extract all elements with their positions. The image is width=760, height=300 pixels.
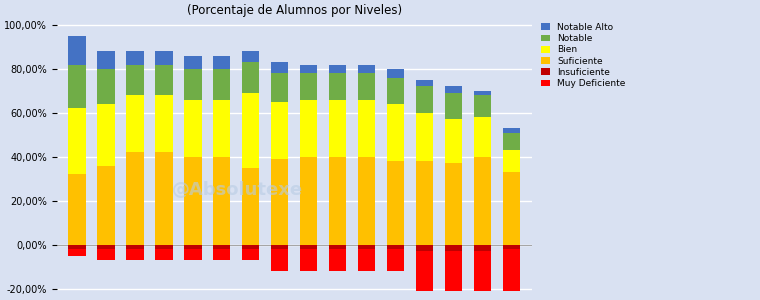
Bar — [155, 64, 173, 95]
Bar — [271, 62, 288, 73]
Bar — [126, 152, 144, 245]
Bar — [300, 245, 318, 249]
Bar — [126, 249, 144, 260]
Bar — [155, 245, 173, 249]
Bar — [502, 128, 520, 133]
Bar — [126, 51, 144, 64]
Bar — [329, 64, 347, 73]
Bar — [271, 102, 288, 159]
Bar — [68, 174, 86, 245]
Bar — [473, 117, 491, 157]
Bar — [358, 249, 375, 271]
Bar — [68, 36, 86, 64]
Bar — [300, 100, 318, 157]
Bar — [213, 245, 230, 249]
Bar — [184, 100, 201, 157]
Bar — [97, 104, 115, 166]
Bar — [502, 133, 520, 150]
Bar — [329, 249, 347, 271]
Bar — [68, 249, 86, 256]
Bar — [502, 245, 520, 249]
Bar — [155, 95, 173, 152]
Bar — [300, 249, 318, 271]
Bar — [416, 86, 433, 113]
Bar — [271, 73, 288, 102]
Legend: Notable Alto, Notable, Bien, Suficiente, Insuficiente, Muy Deficiente: Notable Alto, Notable, Bien, Suficiente,… — [541, 23, 625, 88]
Bar — [329, 245, 347, 249]
Bar — [358, 100, 375, 157]
Bar — [300, 64, 318, 73]
Bar — [329, 157, 347, 245]
Bar — [213, 249, 230, 260]
Bar — [242, 245, 259, 249]
Bar — [242, 168, 259, 245]
Bar — [126, 95, 144, 152]
Text: @Absolutexe: @Absolutexe — [172, 181, 302, 199]
Bar — [445, 251, 462, 291]
Bar — [502, 150, 520, 172]
Bar — [445, 93, 462, 119]
Bar — [68, 64, 86, 109]
Bar — [155, 152, 173, 245]
Bar — [473, 245, 491, 251]
Bar — [213, 100, 230, 157]
Bar — [271, 245, 288, 249]
Bar — [358, 73, 375, 100]
Bar — [184, 249, 201, 260]
Bar — [387, 69, 404, 78]
Bar — [358, 157, 375, 245]
Bar — [329, 73, 347, 100]
Bar — [445, 245, 462, 251]
Bar — [126, 245, 144, 249]
Bar — [387, 78, 404, 104]
Bar — [416, 80, 433, 86]
Bar — [184, 157, 201, 245]
Bar — [445, 164, 462, 245]
Bar — [329, 100, 347, 157]
Bar — [97, 51, 115, 69]
Bar — [155, 249, 173, 260]
Bar — [184, 69, 201, 100]
Bar — [445, 119, 462, 164]
Bar — [68, 245, 86, 249]
Bar — [473, 91, 491, 95]
Bar — [473, 95, 491, 117]
Bar — [358, 245, 375, 249]
Bar — [387, 245, 404, 249]
Bar — [68, 109, 86, 174]
Bar — [387, 161, 404, 245]
Bar — [97, 245, 115, 249]
Bar — [97, 166, 115, 245]
Bar — [473, 157, 491, 245]
Bar — [416, 113, 433, 161]
Bar — [242, 249, 259, 260]
Bar — [184, 245, 201, 249]
Title: (Porcentaje de Alumnos por Niveles): (Porcentaje de Alumnos por Niveles) — [187, 4, 402, 17]
Bar — [445, 86, 462, 93]
Bar — [473, 251, 491, 291]
Bar — [387, 249, 404, 271]
Bar — [416, 245, 433, 251]
Bar — [271, 249, 288, 271]
Bar — [97, 69, 115, 104]
Bar — [242, 51, 259, 62]
Bar — [97, 249, 115, 260]
Bar — [213, 69, 230, 100]
Bar — [271, 159, 288, 245]
Bar — [213, 56, 230, 69]
Bar — [126, 64, 144, 95]
Bar — [358, 64, 375, 73]
Bar — [242, 93, 259, 168]
Bar — [155, 51, 173, 64]
Bar — [416, 161, 433, 245]
Bar — [300, 157, 318, 245]
Bar — [300, 73, 318, 100]
Bar — [213, 157, 230, 245]
Bar — [387, 104, 404, 161]
Bar — [502, 249, 520, 291]
Bar — [184, 56, 201, 69]
Bar — [242, 62, 259, 93]
Bar — [416, 251, 433, 291]
Bar — [502, 172, 520, 245]
